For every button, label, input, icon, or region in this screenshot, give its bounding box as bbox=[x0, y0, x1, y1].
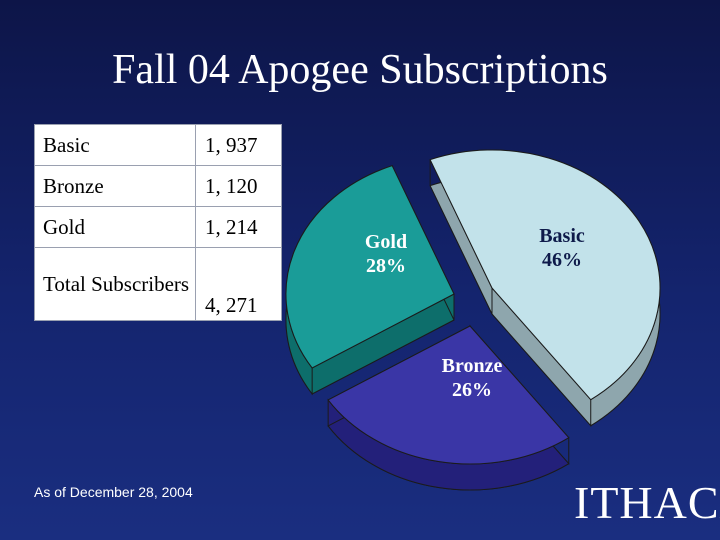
pie-slice-gold bbox=[285, 165, 455, 369]
row-label: Basic bbox=[34, 124, 196, 166]
row-label: Gold bbox=[34, 206, 196, 248]
row-value: 1, 937 bbox=[195, 124, 282, 166]
pie-slice-basic bbox=[429, 149, 661, 401]
ithaca-logo: ITHACA bbox=[574, 477, 720, 528]
pie-slice-bronze bbox=[327, 325, 570, 465]
table-row: Basic 1, 937 bbox=[34, 124, 282, 166]
row-label: Total Subscribers bbox=[34, 247, 196, 321]
pie-percent-bronze: 26% bbox=[452, 379, 492, 401]
slide-title: Fall 04 Apogee Subscriptions bbox=[112, 47, 608, 93]
table-row-total: Total Subscribers 4, 271 bbox=[34, 247, 282, 321]
pie-percent-basic: 46% bbox=[542, 249, 582, 271]
pie-percent-gold: 28% bbox=[366, 255, 406, 277]
table-row: Gold 1, 214 bbox=[34, 206, 282, 248]
row-value: 1, 214 bbox=[195, 206, 282, 248]
row-value: 4, 271 bbox=[195, 247, 282, 321]
pie-label-bronze: Bronze bbox=[442, 355, 503, 377]
row-label: Bronze bbox=[34, 165, 196, 207]
as-of-note: As of December 28, 2004 bbox=[34, 484, 193, 500]
pie-label-gold: Gold bbox=[365, 231, 407, 253]
pie-label-basic: Basic bbox=[539, 225, 585, 247]
subscriptions-table: Basic 1, 937 Bronze 1, 120 Gold 1, 214 T… bbox=[34, 124, 282, 321]
